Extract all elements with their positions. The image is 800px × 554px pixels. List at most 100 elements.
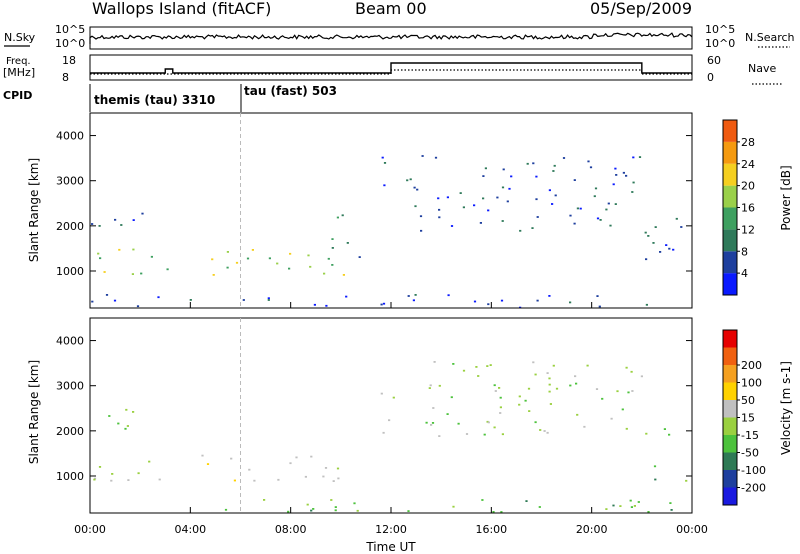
power-frame [89, 112, 693, 309]
heatmap-cell [601, 397, 604, 400]
heatmap-cell [337, 477, 340, 480]
heatmap-cell [621, 408, 624, 411]
heatmap-cell [605, 208, 608, 211]
heatmap-cell [576, 207, 579, 210]
heatmap-cell [492, 511, 495, 513]
heatmap-cell [506, 200, 509, 203]
heatmap-cell [289, 462, 292, 465]
heatmap-cell [91, 300, 94, 303]
heatmap-cell [524, 399, 527, 402]
colorbar-swatch [723, 435, 737, 453]
heatmap-cell [482, 175, 485, 177]
heatmap-cell [525, 500, 528, 502]
freq-frame [89, 54, 693, 81]
nave-line [90, 69, 692, 75]
velocity-colorbar: -200 -100 -50 -15 15 50 100 200 [722, 329, 766, 506]
heatmap-cell [158, 478, 161, 481]
heatmap-cell [527, 387, 531, 390]
heatmap-cell [668, 433, 671, 436]
heatmap-cell [438, 216, 441, 219]
heatmap-cell [494, 390, 497, 392]
heatmap-cell [518, 395, 521, 398]
y-tick-label: 4000 [56, 130, 84, 143]
heatmap-cell [433, 361, 436, 363]
power-axes: 1000 2000 3000 4000 [56, 113, 692, 308]
heatmap-cell [414, 205, 417, 208]
heatmap-cell [519, 229, 522, 232]
heatmap-cell [631, 191, 634, 193]
freq-label: Freq. [6, 56, 31, 67]
heatmap-cell [665, 244, 668, 246]
colorbar-swatch [723, 365, 737, 383]
heatmap-cell [610, 417, 613, 420]
heatmap-cell [201, 454, 204, 457]
heatmap-cell [105, 294, 109, 296]
cpid-mode-1: themis (tau) 3310 [94, 93, 215, 107]
heatmap-cell [500, 511, 503, 513]
heatmap-cell [414, 294, 417, 296]
heatmap-cell [619, 505, 622, 507]
colorbar-swatch [723, 207, 737, 230]
heatmap-cell [126, 425, 129, 427]
heatmap-cell [93, 477, 97, 480]
heatmap-cell [498, 387, 501, 389]
colorbar-swatch [723, 185, 737, 208]
freq-trace [90, 62, 692, 75]
colorbar-swatch [723, 273, 737, 295]
heatmap-cell [535, 175, 538, 178]
heatmap-cell [501, 186, 505, 189]
heatmap-cell [569, 301, 572, 304]
heatmap-cell [447, 294, 450, 297]
heatmap-cell [438, 208, 441, 211]
heatmap-cell [501, 220, 504, 222]
nsky-label: N.Sky [4, 31, 36, 44]
colorbar-swatch [723, 382, 737, 400]
date-title: 05/Sep/2009 [590, 0, 692, 18]
heatmap-cell [322, 475, 325, 478]
colorbar-tick-label: -100 [741, 464, 766, 477]
heatmap-cell [487, 303, 490, 306]
heatmap-cell [622, 171, 625, 174]
heatmap-cell [382, 302, 386, 305]
colorbar-swatch [723, 400, 737, 418]
heatmap-cell [625, 366, 628, 369]
heatmap-cell [552, 170, 555, 172]
heatmap-cell [132, 248, 135, 251]
x-tick-label: 00:00 [676, 523, 708, 536]
colorbar-tick-label: -200 [741, 482, 766, 495]
colorbar-tick-label: 24 [741, 158, 755, 171]
heatmap-cell [552, 364, 555, 367]
heatmap-cell [616, 390, 619, 393]
heatmap-cell [668, 247, 671, 250]
heatmap-cell [446, 413, 449, 415]
heatmap-cell [548, 383, 551, 386]
heatmap-cell [392, 396, 395, 399]
heatmap-cell [589, 166, 593, 169]
heatmap-cell [607, 202, 610, 205]
heatmap-cell [536, 299, 539, 302]
heatmap-cell [91, 223, 94, 225]
velocity-colorbar-title: Velocity [m s-1] [779, 361, 793, 455]
heatmap-cell [268, 257, 271, 260]
heatmap-cell [654, 226, 657, 228]
heatmap-cell [157, 296, 160, 299]
nsky-line [89, 32, 693, 44]
heatmap-cell [484, 167, 487, 170]
heatmap-cell [536, 216, 539, 218]
heatmap-cell [324, 467, 328, 469]
heatmap-cell [647, 235, 650, 237]
heatmap-cell [575, 382, 578, 385]
heatmap-cell [330, 499, 333, 501]
heatmap-cell [114, 218, 117, 221]
heatmap-cell [614, 203, 617, 205]
heatmap-cell [409, 178, 412, 181]
heatmap-cell [499, 412, 502, 414]
velocity-ylabel: Slant Range [km] [27, 360, 41, 464]
heatmap-cell [501, 433, 504, 436]
heatmap-cell [499, 406, 502, 409]
freq-unit: [MHz] [3, 66, 35, 79]
heatmap-cell [645, 432, 648, 435]
heatmap-cell [614, 167, 617, 170]
heatmap-cell [528, 410, 531, 412]
heatmap-cell [120, 224, 123, 226]
